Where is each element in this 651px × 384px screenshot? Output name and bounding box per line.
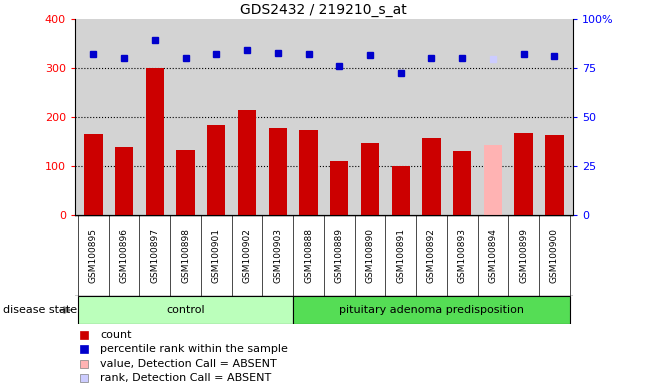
Text: GSM100889: GSM100889 [335, 228, 344, 283]
Bar [545, 135, 564, 215]
Text: GSM100890: GSM100890 [365, 228, 374, 283]
Bar [146, 68, 164, 215]
Bar [514, 133, 533, 215]
Title: GDS2432 / 219210_s_at: GDS2432 / 219210_s_at [240, 3, 408, 17]
Bar [299, 130, 318, 215]
Text: GSM100901: GSM100901 [212, 228, 221, 283]
Text: disease state: disease state [3, 305, 77, 315]
Bar [391, 166, 410, 215]
Text: percentile rank within the sample: percentile rank within the sample [100, 344, 288, 354]
Bar [484, 145, 502, 215]
Bar [78, 296, 293, 324]
Text: GSM100902: GSM100902 [243, 228, 251, 283]
Text: GSM100888: GSM100888 [304, 228, 313, 283]
Bar [115, 147, 133, 215]
Text: pituitary adenoma predisposition: pituitary adenoma predisposition [339, 305, 524, 315]
Bar [269, 128, 287, 215]
Text: GSM100899: GSM100899 [519, 228, 528, 283]
Text: GSM100895: GSM100895 [89, 228, 98, 283]
Text: GSM100903: GSM100903 [273, 228, 283, 283]
Text: value, Detection Call = ABSENT: value, Detection Call = ABSENT [100, 359, 277, 369]
Text: GSM100900: GSM100900 [550, 228, 559, 283]
Text: GSM100897: GSM100897 [150, 228, 159, 283]
Text: count: count [100, 330, 132, 340]
Bar [453, 151, 471, 215]
Text: GSM100891: GSM100891 [396, 228, 405, 283]
Text: GSM100896: GSM100896 [120, 228, 128, 283]
Text: GSM100892: GSM100892 [427, 228, 436, 283]
Bar [84, 134, 103, 215]
Text: GSM100893: GSM100893 [458, 228, 467, 283]
Bar [422, 138, 441, 215]
Bar [207, 126, 225, 215]
Bar [238, 110, 256, 215]
Text: control: control [166, 305, 205, 315]
Text: GSM100898: GSM100898 [181, 228, 190, 283]
Bar [361, 142, 379, 215]
Text: rank, Detection Call = ABSENT: rank, Detection Call = ABSENT [100, 373, 271, 383]
Bar [293, 296, 570, 324]
Bar [330, 161, 348, 215]
Bar [176, 150, 195, 215]
Text: GSM100894: GSM100894 [488, 228, 497, 283]
